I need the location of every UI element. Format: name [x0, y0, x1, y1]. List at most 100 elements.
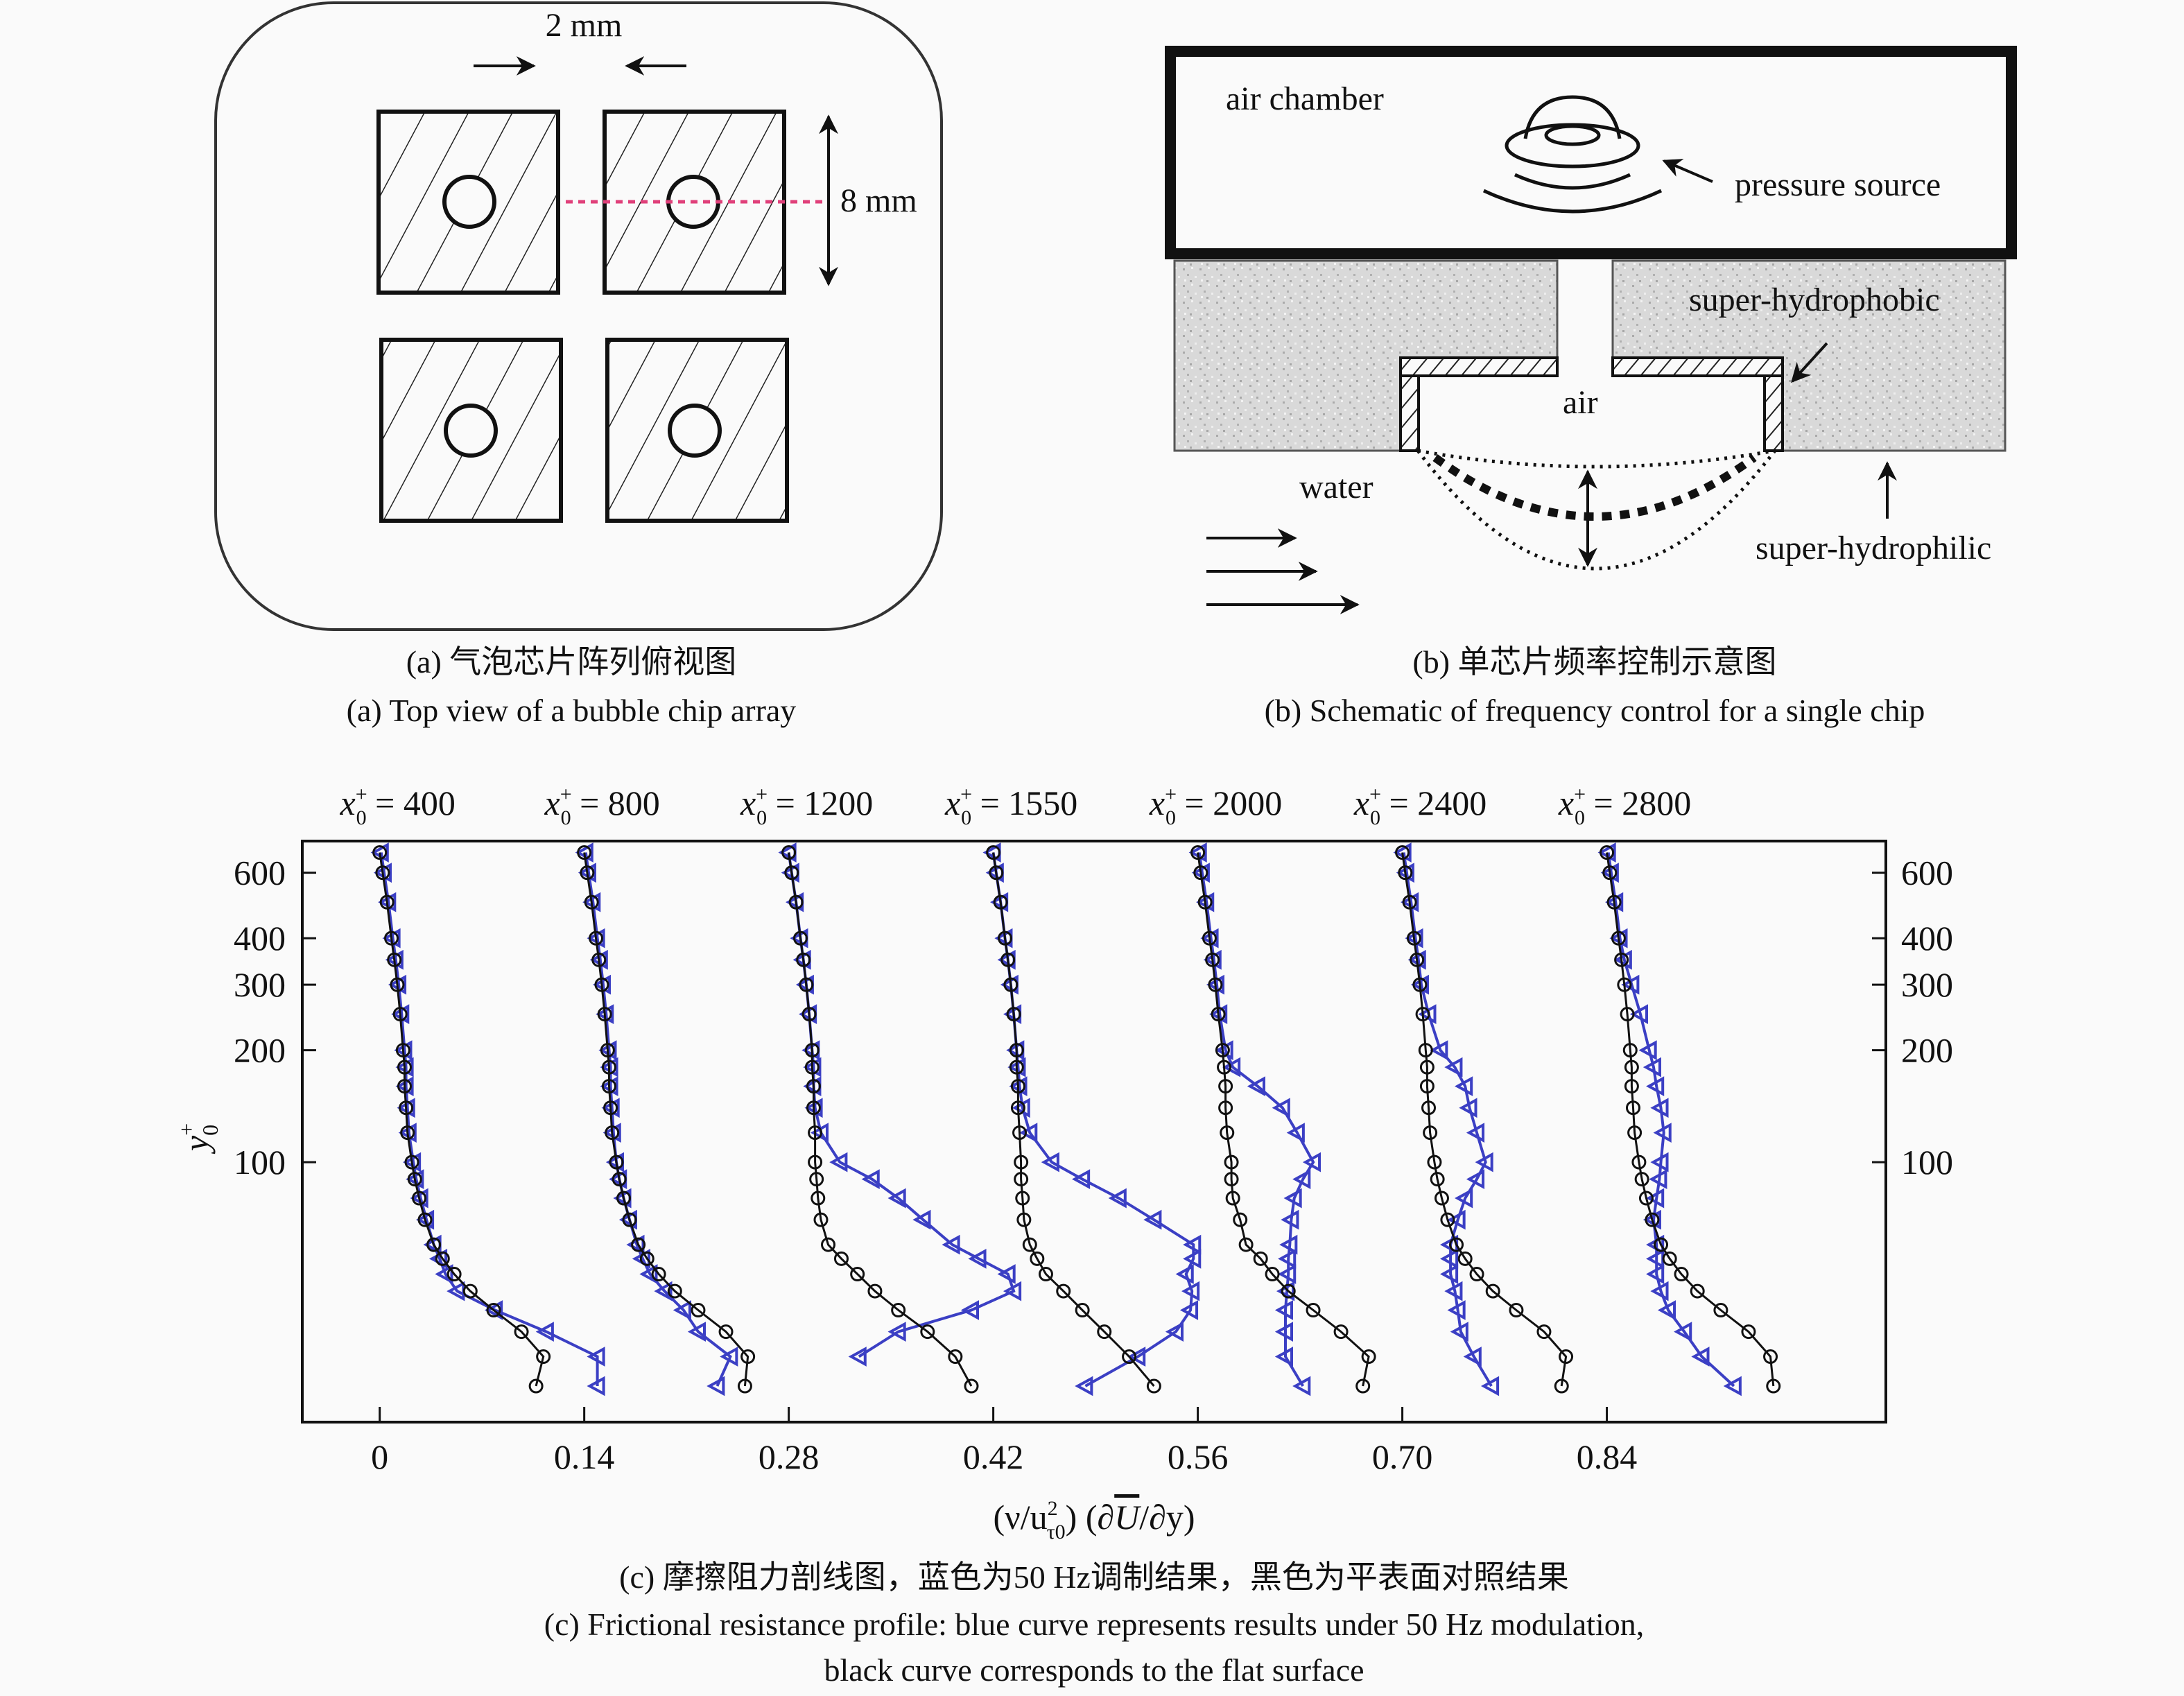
modulated-point	[997, 1264, 1016, 1284]
flat-point	[399, 1100, 414, 1116]
flat-point	[989, 865, 1004, 881]
chip-bottom-right	[605, 338, 789, 523]
modulated-point	[1674, 1322, 1692, 1342]
flat-point	[833, 1251, 849, 1266]
modulated-point	[1466, 1123, 1485, 1143]
modulated-point	[484, 1300, 503, 1320]
modulated-point	[1430, 1040, 1448, 1060]
modulated-point	[1127, 1347, 1146, 1367]
super-hydrophilic-label: super-hydrophilic	[1756, 530, 1991, 566]
modulated-point	[1475, 1152, 1493, 1173]
flat-point	[486, 1303, 501, 1318]
flat-point	[651, 1267, 666, 1282]
flat-point	[667, 1283, 682, 1299]
modulated-point	[1649, 1169, 1667, 1190]
profile-3-flat-series	[781, 845, 979, 1394]
flat-point	[691, 1303, 706, 1318]
modulated-point	[1646, 1188, 1665, 1209]
profile-5-flat-series	[1190, 845, 1376, 1394]
flat-point	[580, 865, 595, 881]
flat-point	[993, 894, 1008, 910]
flat-point	[1015, 1191, 1030, 1206]
flat-point	[1622, 1043, 1638, 1058]
flat-point	[1038, 1267, 1053, 1282]
flat-point	[1211, 1007, 1226, 1022]
modulated-point	[1459, 1098, 1477, 1118]
modulated-point	[1444, 1057, 1463, 1078]
flat-point	[1638, 1191, 1654, 1206]
profile-label: x+ 0 = 2800	[1558, 783, 1691, 829]
flat-point	[867, 1283, 883, 1299]
x-tick-label: 0.14	[554, 1437, 615, 1476]
modulated-point	[1302, 1152, 1321, 1173]
flat-point	[1224, 1154, 1239, 1170]
air-label: air	[1563, 384, 1598, 421]
panel-c-caption-cn: (c) 摩擦阻力剖线图，蓝色为50 Hz调制结果，黑色为平表面对照结果	[619, 1559, 1569, 1595]
modulated-point	[1274, 1300, 1294, 1320]
flat-point	[1614, 952, 1629, 967]
flat-point	[1611, 931, 1626, 946]
modulated-point	[1646, 1264, 1665, 1284]
profile-6-modulated-series	[1393, 842, 1500, 1396]
flat-line	[1606, 852, 1775, 1387]
modulated-point	[1071, 1169, 1091, 1190]
flat-point	[1009, 1043, 1024, 1058]
flat-point	[1218, 1079, 1233, 1094]
modulated-point	[960, 1300, 980, 1320]
modulated-point	[1165, 1322, 1184, 1342]
flat-point	[1606, 894, 1622, 910]
plot-frame	[301, 840, 1887, 1424]
flat-point	[1427, 1154, 1442, 1170]
flat-point	[1306, 1303, 1321, 1318]
flat-point	[1624, 1079, 1639, 1094]
flat-point	[804, 1043, 820, 1058]
flat-point	[813, 1212, 829, 1227]
modulated-point	[968, 1248, 987, 1269]
modulated-point	[1075, 1376, 1093, 1396]
modulated-point	[1286, 1123, 1305, 1143]
modulated-point	[848, 1347, 867, 1367]
flat-point	[1030, 1251, 1045, 1266]
flat-point	[1022, 1237, 1037, 1252]
flat-point	[584, 894, 599, 910]
panel-c-caption-en-2: black curve corresponds to the flat surf…	[824, 1652, 1364, 1688]
x-tick-label: 0.84	[1577, 1437, 1638, 1476]
flat-point	[796, 952, 811, 967]
flat-point	[1406, 931, 1421, 946]
modulated-point	[1003, 1281, 1022, 1301]
modulated-point	[1691, 1347, 1710, 1367]
flat-point	[435, 1251, 450, 1266]
modulated-point	[1179, 1300, 1199, 1320]
flat-point	[1075, 1303, 1090, 1318]
flat-point	[806, 1100, 821, 1116]
flat-point	[1395, 845, 1410, 860]
x-axis: 0 0.14 0.28 0.42 0.56 0.70 0.84	[371, 1407, 1637, 1476]
flat-point	[605, 1125, 620, 1141]
modulated-point	[1041, 1152, 1059, 1173]
modulated-point	[1276, 1281, 1295, 1301]
pressure-source-icon	[1482, 95, 1663, 214]
flat-point	[1097, 1324, 1112, 1340]
water-label: water	[1299, 469, 1373, 505]
flat-point	[920, 1324, 935, 1340]
flat-point	[600, 1043, 615, 1058]
y-tick-label-right: 400	[1901, 919, 1953, 958]
flat-point	[1056, 1283, 1071, 1299]
flat-point	[1662, 1251, 1677, 1266]
profile-label: x+ 0 = 800	[544, 783, 659, 829]
modulated-point	[1466, 1169, 1485, 1190]
flat-point	[801, 1007, 817, 1022]
modulated-line	[991, 852, 1195, 1387]
y-tick-label-right: 200	[1901, 1031, 1953, 1070]
modulated-point	[1279, 1234, 1298, 1255]
profile-5-modulated-series	[1188, 842, 1321, 1396]
super-hydrophobic-label: super-hydrophobic	[1689, 282, 1940, 318]
flat-point	[514, 1324, 529, 1340]
modulated-point	[1621, 974, 1640, 995]
flat-point	[808, 1154, 823, 1170]
flat-point	[1624, 1059, 1639, 1075]
flat-point	[395, 1043, 410, 1058]
flat-point	[639, 1251, 655, 1266]
modulated-point	[1646, 1076, 1665, 1096]
modulated-point	[1650, 1098, 1669, 1118]
